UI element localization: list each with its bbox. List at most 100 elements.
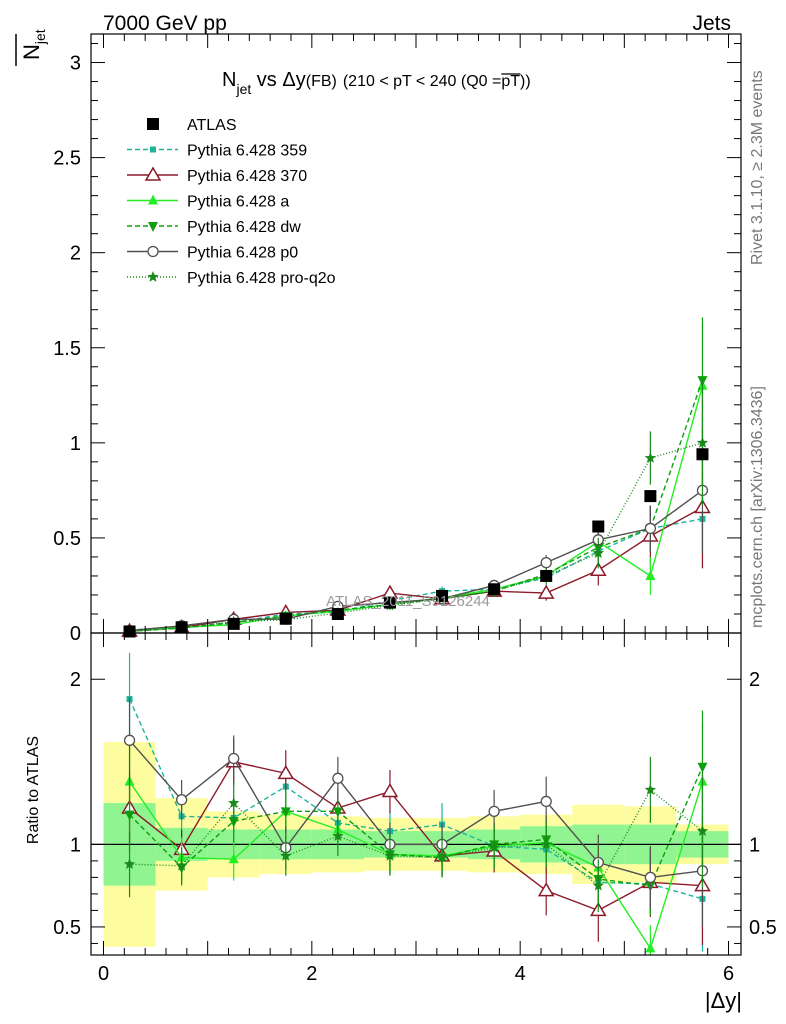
legend-marker [147,271,159,282]
legend-item: Pythia 6.428 dw [127,219,301,236]
top-y-tick-label: 1.5 [53,338,81,360]
ratio-point [123,734,136,746]
top-y-tick-label: 0 [70,623,81,645]
ratio-series-line [129,761,703,912]
top-y-tick-label: 2 [70,243,81,265]
ratio-point [537,882,555,897]
series-point [645,569,656,580]
x-tick-label: 4 [515,963,526,985]
ratio-point [696,825,709,837]
series-point [696,436,709,448]
ratio-point [540,838,552,850]
mcplots-label: mcplots.cern.ch [arXiv:1306.3436] [749,386,766,628]
x-tick-label: 2 [306,963,317,985]
atlas-data-point [696,448,709,461]
ratio-y-tick-label-right: 1 [749,834,760,856]
atlas-data-point [279,612,292,625]
atlas-data-point [540,569,553,582]
plot-title-overline: pT [501,73,520,90]
ratio-point [277,764,295,780]
plot-title-dy: Δy [282,69,305,91]
series-point [592,547,604,558]
ratio-point [228,853,239,864]
series-point [540,556,552,569]
plot-title-close: )) [520,73,531,90]
legend-item: Pythia 6.428 359 [127,143,307,160]
top-y-tick-label: 2.5 [53,148,81,170]
ratio-point [280,849,292,861]
header-right: Jets [692,12,731,35]
ratio-point [384,849,396,861]
legend-marker [148,194,158,205]
x-tick-label: 6 [723,963,734,985]
ratio-series-line [129,766,704,887]
series-line [129,442,703,633]
legend-label: Pythia 6.428 370 [187,168,307,185]
legend-marker [147,245,159,258]
legend-label: Pythia 6.428 a [187,194,289,211]
y-axis-label-main: N [19,44,44,60]
ratio-point [280,807,291,818]
ratio-series-line [128,781,704,951]
x-axis-label: |Δy| [705,988,742,1013]
legend-item: ATLAS [147,117,237,134]
series-point [644,522,657,535]
legend-item: Pythia 6.428 a [127,194,289,211]
series-point [589,561,607,576]
ratio-point [332,772,344,784]
atlas-data-point [488,583,501,596]
header-left: 7000 GeV pp [103,12,227,35]
atlas-data-point [383,596,396,609]
series-line [129,506,703,632]
plot-title: Njet vs Δy(FB) (210 < pT < 240 (Q0 =pT)) [222,69,531,97]
ratio-point [592,879,604,891]
ratio-point [124,810,135,821]
ratio-series-line [129,739,703,879]
legend-marker [148,222,158,232]
rivet-version-label: Rivet 3.1.10, ≥ 2.3M events [749,70,766,265]
legend-label: Pythia 6.428 p0 [187,245,298,262]
legend-item: Pythia 6.428 p0 [127,245,298,262]
legend-marker [147,118,159,130]
atlas-data-point [227,617,240,630]
x-tick-label: 0 [98,963,109,985]
legend-label: Pythia 6.428 pro-q2o [187,270,336,287]
atlas-data-point [436,589,449,602]
plot-title-vs: vs [251,69,282,91]
ratio-point [332,830,344,841]
ratio-point [644,871,657,884]
watermark-label: ATLAS_2011_S9126244 [326,593,490,610]
ratio-y-tick-label: 2 [70,669,81,691]
ratio-point [381,783,399,798]
legend-label: ATLAS [187,117,237,134]
ratio-point [228,797,240,808]
plot-title-sub: jet [235,81,251,97]
atlas-data-point [592,520,605,533]
ratio-y-tick-label: 0.5 [53,917,81,939]
ratio-y-tick-label-right: 2 [749,669,760,691]
ratio-point [488,841,500,853]
ratio-point [175,859,188,871]
atlas-data-layer [123,448,709,638]
axes-layer: 0 0.5 1 1.5 2 2.5 3 0 2 4 6 0.5 0.5 1 1 2 2 [53,33,777,985]
top-y-tick-label: 1 [70,433,81,455]
legend-label: Pythia 6.428 359 [187,143,307,160]
legend: ATLAS Pythia 6.428 359 Pythia 6.428 370 Pyt… [127,117,336,287]
ratio-point [488,805,500,817]
top-y-tick-label: 3 [70,53,81,75]
top-y-tick-label: 0.5 [53,528,81,550]
legend-item: Pythia 6.428 370 [127,166,307,185]
atlas-data-point [331,607,344,620]
plot-title-fb: (FB) [306,73,337,90]
y-axis-label: Njet [19,29,48,60]
y-axis-label-sub: jet [32,29,48,45]
legend-label: Pythia 6.428 dw [187,219,301,236]
ratio-point [644,783,657,795]
ratio-point [332,807,343,818]
ratio-point [175,794,188,806]
ratio-point [123,858,136,870]
ratio-point [697,762,708,773]
atlas-data-point [175,621,188,634]
ratio-point [436,851,448,863]
